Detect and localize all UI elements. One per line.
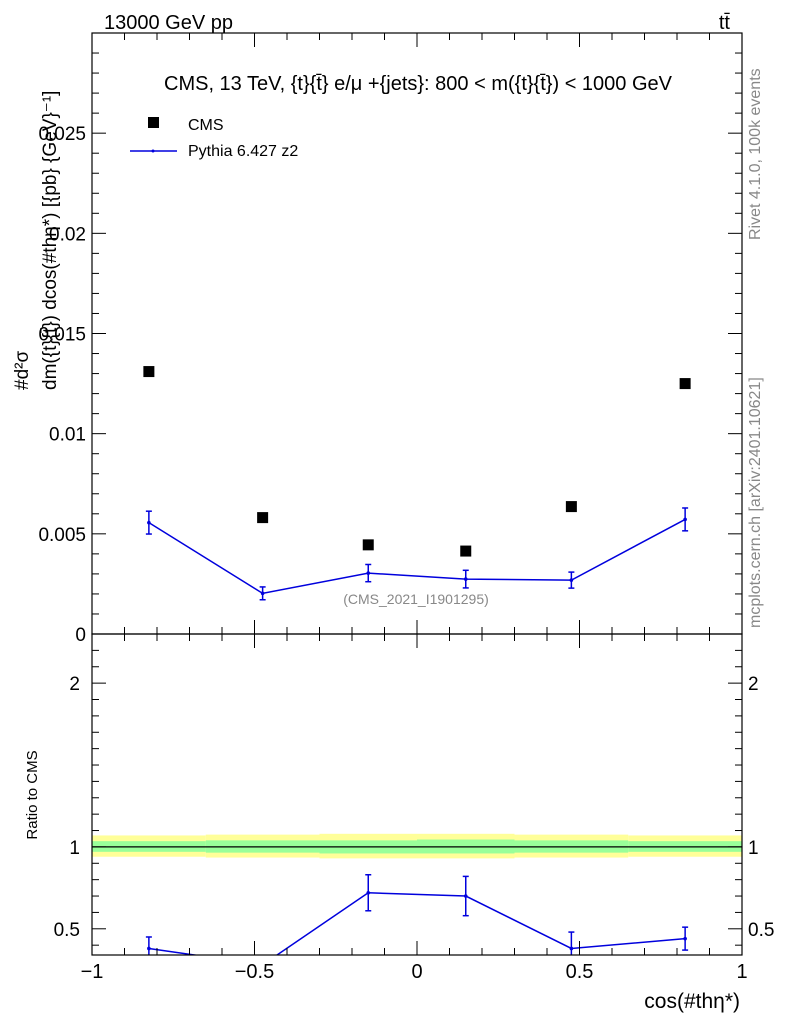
main-ytick-label: 0.025 xyxy=(38,124,86,145)
ratio-frame xyxy=(91,633,743,956)
main-plot-area xyxy=(143,366,691,601)
main-ytick-label: 0.015 xyxy=(38,325,86,346)
legend-mc-label: Pythia 6.427 z2 xyxy=(188,143,298,160)
mc-point xyxy=(260,591,265,596)
x-tick-label: 0.5 xyxy=(566,961,594,983)
ratio-ytick-label-right: 2 xyxy=(748,674,759,695)
mc-series-line xyxy=(148,518,686,595)
mc-point xyxy=(366,571,371,575)
main-y-tick-labels: 0 0.005 0.01 0.015 0.02 0.025 xyxy=(38,124,86,646)
x-tick-label: 1 xyxy=(736,961,747,983)
ratio-ytick-label-right: 1 xyxy=(748,838,759,859)
main-y-axis-label: #d²σ dm({t}{t̄}) dcos(#thη*) [{pb} {GeV}… xyxy=(12,91,61,390)
legend-mc-dot-icon xyxy=(151,149,155,153)
main-panel: 0 0.005 0.01 0.015 0.02 0.025 CMS, 13 TeV, {t… xyxy=(12,32,743,646)
ratio-series-line xyxy=(148,892,686,955)
main-ytick-label: 0.005 xyxy=(38,525,86,546)
x-axis-label: cos(#thη*) xyxy=(644,990,740,1013)
main-ytick-label: 0.02 xyxy=(49,224,86,245)
ratio-point xyxy=(683,936,687,941)
x-tick-label: 0 xyxy=(411,961,422,983)
mc-point xyxy=(569,578,574,582)
ratio-point xyxy=(147,946,151,951)
ratio-ytick-label-left: 2 xyxy=(69,674,80,695)
ratio-point xyxy=(463,894,468,898)
legend-cms-marker-icon xyxy=(148,117,159,128)
x-tick-label: −1 xyxy=(81,961,104,983)
legend: CMS Pythia 6.427 z2 xyxy=(130,117,298,160)
chart-title: CMS, 13 TeV, {t}{t̄} e/μ +{jets}: 800 < … xyxy=(164,73,673,95)
ratio-point xyxy=(366,890,371,895)
ratio-y-tick-labels: 0.5 0.5 1 1 2 2 xyxy=(54,674,775,941)
header-collision-label: 13000 GeV pp xyxy=(104,12,233,34)
ratio-point xyxy=(569,946,574,951)
main-ytick-label: 0.01 xyxy=(49,425,86,446)
ratio-axis-ticks xyxy=(91,634,743,955)
ratio-y-axis-label: Ratio to CMS xyxy=(24,750,41,839)
ratio-x-tick-labels: −1 −0.5 0 0.5 1 xyxy=(81,961,748,983)
analysis-watermark: (CMS_2021_I1901295) xyxy=(343,591,489,607)
ratio-plot-area xyxy=(92,833,742,955)
cms-data-point xyxy=(679,378,691,390)
x-tick-label: −0.5 xyxy=(235,961,274,983)
ratio-ytick-label-left: 0.5 xyxy=(54,920,80,941)
y-axis-label-denominator: dm({t}{t̄}) dcos(#thη*) [{pb} {GeV}⁻¹] xyxy=(40,91,61,390)
cms-data-point xyxy=(143,366,155,378)
ratio-ytick-label-left: 1 xyxy=(69,838,80,859)
cms-data-point xyxy=(362,539,374,551)
cms-data-point xyxy=(460,545,472,557)
rivet-version-label: Rivet 4.1.0, 100k events xyxy=(747,68,764,240)
legend-cms-label: CMS xyxy=(188,117,224,134)
y-axis-label-numerator: #d²σ xyxy=(12,351,33,390)
header-process-label: tt̄ xyxy=(719,12,731,34)
cms-data-point xyxy=(257,512,269,524)
mc-point xyxy=(683,517,687,522)
mcplots-reference-label: mcplots.cern.ch [arXiv:2401.10621] xyxy=(747,377,764,628)
mc-point xyxy=(463,577,468,581)
ratio-panel: 0.5 0.51 12 2 −1 −0.5 0 0.5 1 Ratio to CMS cos(… xyxy=(24,634,774,1013)
ratio-ytick-label-right: 0.5 xyxy=(748,920,774,941)
mc-point xyxy=(147,520,151,525)
cms-data-point xyxy=(565,501,577,513)
main-ytick-label: 0 xyxy=(75,625,86,646)
